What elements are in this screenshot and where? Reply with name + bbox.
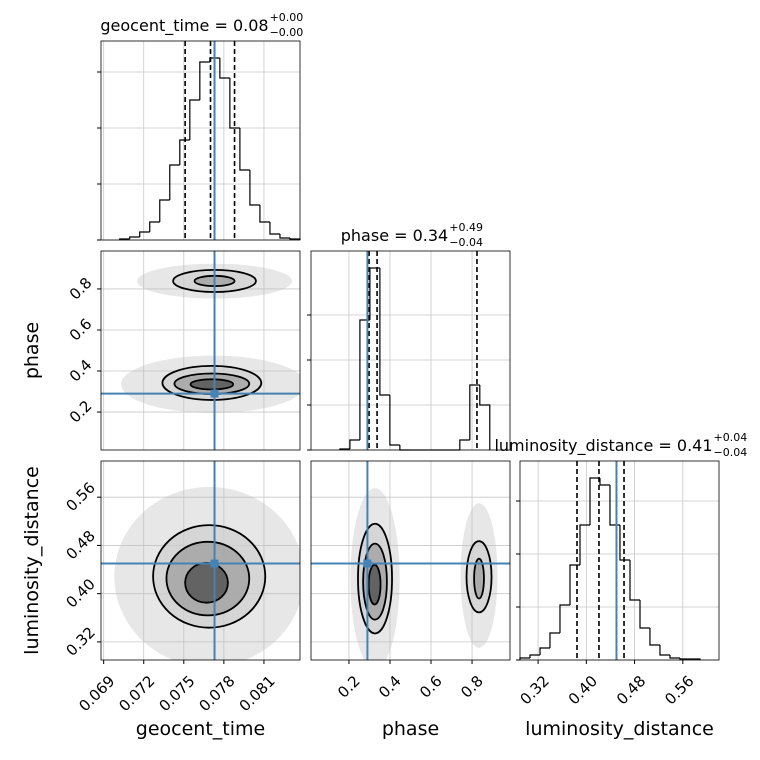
hist-bin	[279, 234, 290, 239]
panel-frame	[310, 460, 511, 661]
panel	[307, 250, 511, 451]
hist-bin	[559, 604, 570, 633]
hist-bin	[179, 139, 190, 165]
hist-bin	[569, 564, 581, 605]
hist-bin	[539, 647, 550, 655]
contour	[473, 557, 485, 600]
hist-bin	[679, 658, 690, 660]
y-tick-label: 0.6	[66, 315, 96, 345]
hist-bin	[639, 600, 650, 629]
hist-bin	[269, 222, 280, 235]
hist-bin	[649, 628, 660, 646]
hist-bin	[169, 164, 180, 200]
hist-bin	[469, 384, 480, 440]
density	[350, 488, 498, 660]
panel-frame	[100, 250, 301, 451]
density	[114, 486, 300, 660]
hist-bin	[389, 395, 400, 446]
hist-bin	[599, 478, 610, 486]
panel-title: phase = 0.34	[341, 226, 448, 245]
hist-bin	[249, 170, 260, 206]
panel-frame	[100, 460, 301, 661]
x-tick-label: 0.075	[155, 672, 198, 715]
hist-bin	[349, 439, 360, 449]
x-axis-label: phase	[382, 718, 439, 740]
x-tick-label: 0.4	[375, 672, 405, 702]
panel	[310, 460, 511, 661]
hist-bin	[239, 128, 250, 171]
title-plus: +0.00	[270, 11, 304, 24]
panel-title: luminosity_distance = 0.41	[494, 436, 712, 456]
hist-bin	[619, 525, 630, 561]
hist-bin	[399, 445, 410, 451]
panel	[97, 40, 301, 241]
hist-bin	[579, 524, 591, 565]
hist-bin	[139, 231, 150, 237]
contour	[189, 378, 235, 391]
title-minus: −0.00	[270, 26, 304, 39]
hist-bin	[629, 560, 641, 601]
x-tick-label: 0.078	[196, 672, 239, 715]
contour	[367, 563, 382, 606]
title-plus: +0.04	[714, 431, 748, 444]
x-tick-label: 0.8	[457, 672, 487, 702]
y-tick-label: 0.8	[66, 274, 96, 304]
x-tick-label: 0.069	[75, 672, 118, 715]
truth-point	[363, 559, 372, 568]
x-tick-label: 0.56	[661, 672, 697, 708]
density	[121, 263, 300, 414]
hist-bin	[229, 78, 240, 129]
hist-bin	[369, 267, 380, 320]
truth-point	[210, 389, 219, 398]
x-tick-label: 0.32	[516, 672, 552, 708]
hist-bin	[189, 99, 200, 140]
y-tick-label: 0.48	[62, 527, 98, 563]
hist-bin	[219, 58, 230, 79]
y-tick-label: 0.4	[66, 356, 96, 386]
x-tick-label: 0.40	[565, 672, 601, 708]
x-axis-label: geocent_time	[136, 718, 265, 740]
y-axis-label: phase	[21, 322, 43, 379]
x-axis-label: luminosity_distance	[525, 718, 714, 740]
hist-bin	[129, 236, 140, 239]
hist-bin	[199, 61, 210, 100]
x-tick-label: 0.48	[613, 672, 649, 708]
y-tick-label: 0.32	[62, 623, 98, 659]
contour	[184, 562, 229, 604]
hist-bin	[609, 485, 620, 526]
title-plus: +0.49	[449, 221, 483, 234]
y-tick-label: 0.56	[62, 479, 98, 515]
hist-bin	[589, 477, 600, 525]
hist-bin	[459, 439, 470, 450]
hist-bin	[149, 221, 160, 232]
title-minus: −0.04	[714, 446, 748, 459]
hist-bin	[549, 632, 560, 648]
y-tick-label: 0.40	[62, 575, 98, 611]
panel-frame	[100, 40, 301, 241]
truth-point	[210, 559, 219, 568]
panel	[100, 250, 301, 451]
panel	[100, 460, 301, 661]
x-tick-label: 0.6	[416, 672, 446, 702]
title-minus: −0.04	[449, 236, 483, 249]
hist-bin	[669, 655, 680, 659]
x-tick-label: 0.072	[115, 672, 158, 715]
panel-title: geocent_time = 0.08	[100, 16, 268, 36]
hist-bin	[529, 654, 541, 658]
panel	[516, 460, 720, 661]
hist-bin	[659, 645, 670, 656]
y-axis-label: luminosity_distance	[21, 466, 43, 655]
panel-frame	[310, 250, 511, 451]
y-tick-label: 0.2	[66, 397, 96, 427]
hist-bin	[259, 205, 270, 223]
x-tick-label: 0.2	[334, 672, 364, 702]
hist-bin	[379, 268, 390, 396]
x-tick-label: 0.081	[236, 672, 279, 715]
panel-frame	[519, 460, 720, 661]
hist-bin	[479, 385, 491, 450]
hist-bin	[159, 199, 170, 222]
